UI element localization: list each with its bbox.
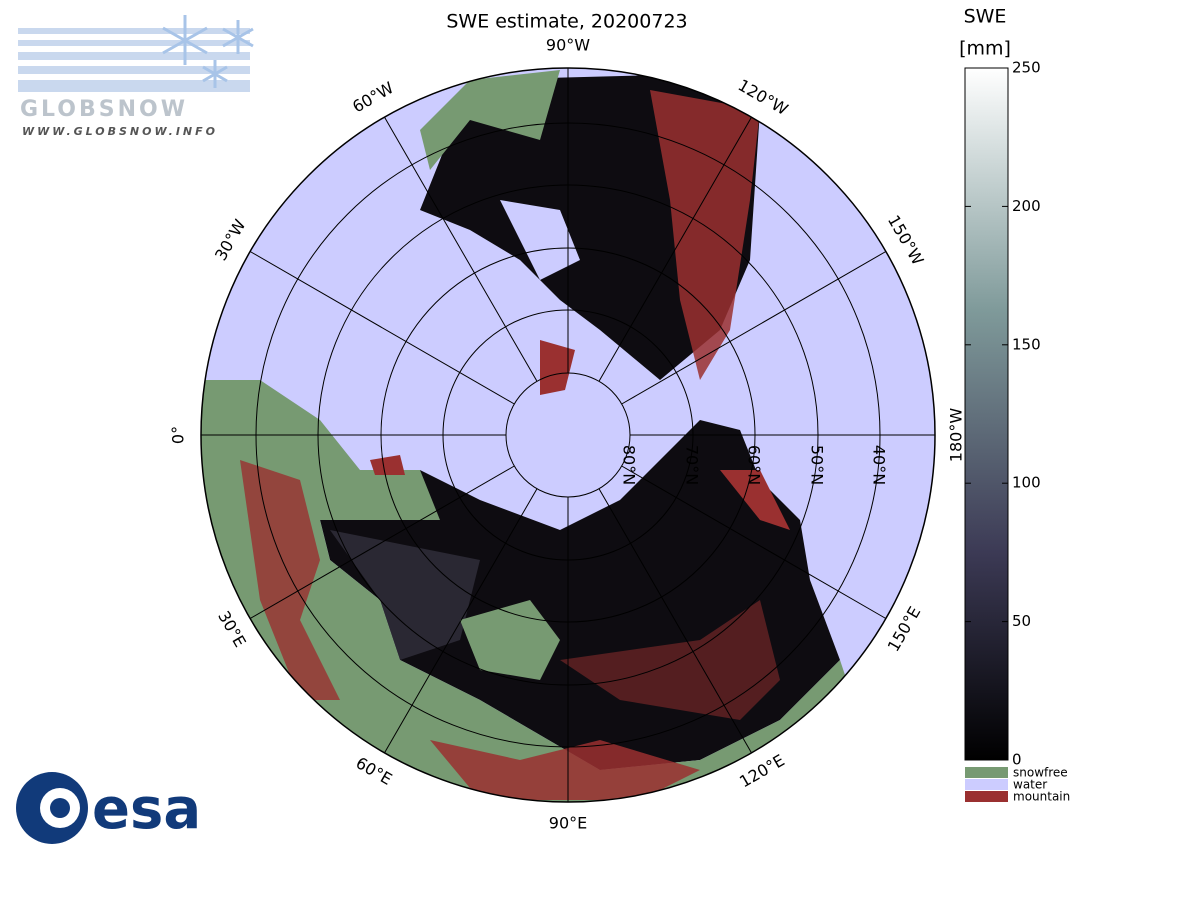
colorbar-tick-label: 50 — [1012, 612, 1031, 630]
latitude-label: 80°N — [620, 445, 639, 485]
latitude-label: 70°N — [683, 445, 702, 485]
globsnow-text: GLOBSNOW — [20, 97, 188, 122]
meridian — [384, 488, 538, 754]
legend-label: water — [1013, 778, 1047, 792]
colorbar-unit: [mm] — [959, 38, 1011, 60]
longitude-label: 90°W — [546, 36, 590, 55]
longitude-label: 60°W — [349, 78, 397, 117]
globsnow-url: WWW.GLOBSNOW.INFO — [22, 125, 218, 138]
colorbar — [964, 67, 1009, 761]
meridian — [598, 488, 752, 754]
globsnow-logo: GLOBSNOW WWW.GLOBSNOW.INFO — [18, 15, 254, 138]
legend-swatch — [965, 767, 1008, 778]
colorbar-tick-label: 0 — [1012, 751, 1022, 769]
latitude-label: 40°N — [870, 445, 889, 485]
meridian — [384, 116, 538, 382]
longitude-label: 30°E — [214, 608, 250, 651]
legend-label: mountain — [1013, 790, 1070, 804]
map-border — [200, 67, 936, 803]
meridian — [621, 465, 887, 619]
colorbar-title: SWE — [964, 6, 1007, 28]
longitude-label: 180°W — [947, 408, 966, 463]
longitude-label: 60°E — [353, 753, 396, 789]
meridian — [249, 465, 515, 619]
latitude-label: 60°N — [745, 445, 764, 485]
map — [201, 68, 935, 802]
colorbar-tick-label: 150 — [1012, 335, 1041, 353]
legend-label: snowfree — [1013, 766, 1068, 780]
colorbar-tick-label: 250 — [1012, 59, 1041, 77]
colorbar-tick-label: 100 — [1012, 474, 1041, 492]
colorbar-tick-label: 200 — [1012, 197, 1041, 215]
legend-swatch — [965, 779, 1008, 790]
meridian — [249, 251, 515, 405]
meridian — [621, 251, 887, 405]
meridian — [598, 116, 752, 382]
title: SWE estimate, 20200723 — [446, 11, 687, 33]
legend-swatch — [965, 791, 1008, 802]
longitude-label: 30°W — [211, 216, 250, 264]
latitude-label: 50°N — [808, 445, 827, 485]
longitude-label: 0° — [169, 426, 188, 444]
longitude-label: 90°E — [549, 814, 587, 833]
esa-text: esa — [92, 777, 201, 842]
esa-logo: esa — [16, 772, 201, 844]
